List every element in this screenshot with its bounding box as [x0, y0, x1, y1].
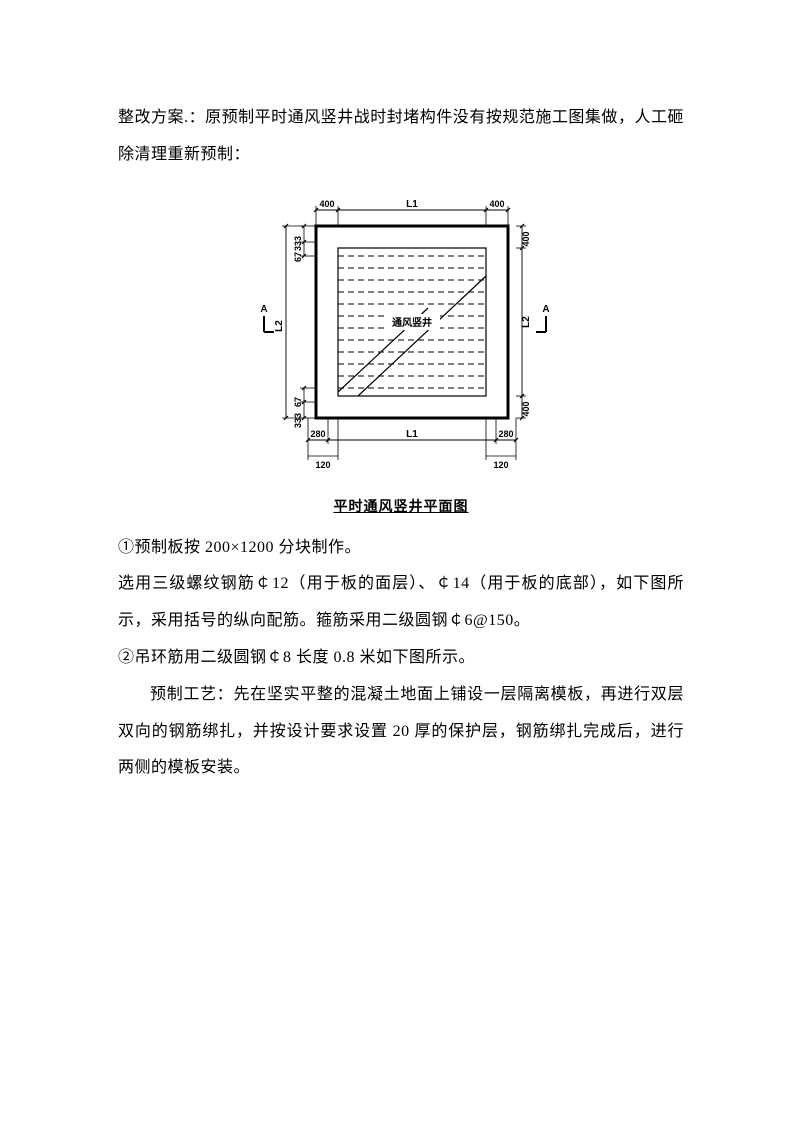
plan-diagram: 通风竖井 400 L1 400: [246, 196, 556, 486]
dim-280-l: 280: [310, 429, 325, 439]
dim-top-right: 400: [489, 199, 504, 209]
dim-333-bl: 333: [293, 413, 303, 428]
dim-120-l: 120: [315, 460, 330, 470]
paragraph-2: ①预制板按 200×1200 分块制作。: [118, 530, 684, 567]
dim-280-r: 280: [498, 429, 513, 439]
center-label: 通风竖井: [392, 316, 432, 329]
section-a-left: A: [260, 304, 267, 315]
dim-right: 400 L2 400: [516, 224, 532, 420]
paragraph-1: 整改方案.：原预制平时通风竖井战时封堵构件没有按规范施工图集做，人工砸除清理重新…: [118, 100, 684, 174]
dim-67-tl: 67: [293, 252, 303, 262]
dim-bottom-inner: 120 120: [308, 418, 516, 470]
paragraph-3: 选用三级螺纹钢筋￠12（用于板的面层）、￠14（用于板的底部），如下图所示，采用…: [118, 566, 684, 640]
diagram-container: 通风竖井 400 L1 400: [118, 196, 684, 486]
dim-l1-bot: L1: [406, 429, 418, 440]
paragraph-5: 预制工艺：先在坚实平整的混凝土地面上铺设一层隔离模板，再进行双层双向的钢筋绑扎，…: [118, 677, 684, 787]
dim-400-br: 400: [521, 401, 531, 416]
section-mark-left: A: [260, 304, 274, 332]
dim-top: 400 L1 400: [314, 199, 510, 226]
dim-top-mid: L1: [406, 199, 418, 210]
paragraph-4: ②吊环筋用二级圆钢￠8 长度 0.8 米如下图所示。: [118, 640, 684, 677]
dim-l2-right: L2: [521, 315, 532, 327]
dim-120-r: 120: [493, 460, 508, 470]
dim-l2-left: L2: [274, 319, 285, 331]
dim-top-left: 400: [319, 199, 334, 209]
section-a-right: A: [542, 304, 549, 315]
dim-333-tl: 333: [293, 236, 303, 251]
dim-left-inner: 333 67: [293, 224, 316, 262]
document-page: 整改方案.：原预制平时通风竖井战时封堵构件没有按规范施工图集做，人工砸除清理重新…: [0, 0, 794, 1123]
diagram-caption: 平时通风竖井平面图: [118, 496, 684, 516]
break-lines: [338, 276, 486, 396]
dim-67-bl: 67: [293, 397, 303, 407]
section-mark-right: A: [536, 304, 550, 332]
dim-left-inner-bot: 67 333: [293, 386, 316, 428]
dim-400-tr: 400: [521, 231, 531, 246]
